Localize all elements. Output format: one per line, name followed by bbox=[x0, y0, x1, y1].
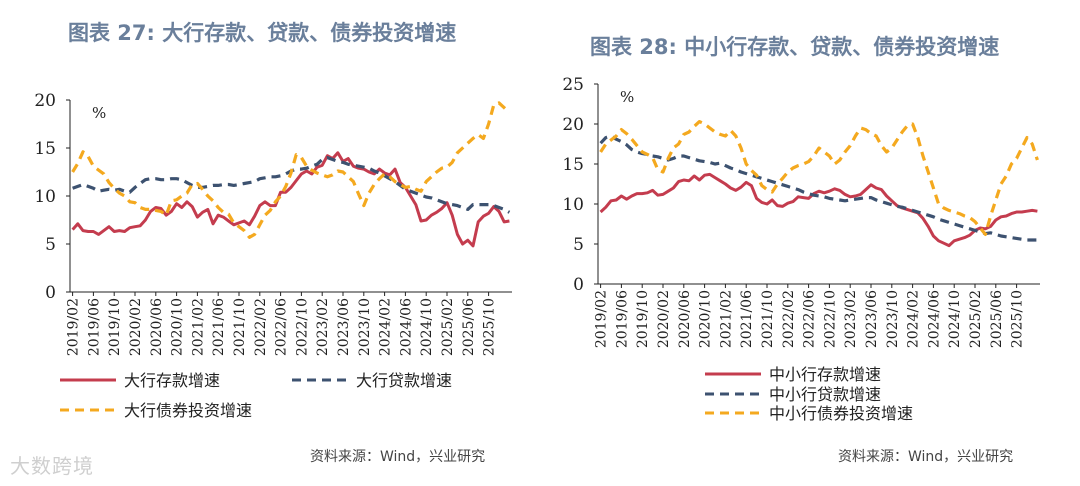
x-tick-label: 2021/02 bbox=[718, 290, 734, 348]
y-tick-label: 15 bbox=[34, 139, 56, 159]
x-tick-label: 2020/02 bbox=[128, 298, 144, 356]
x-tick-label: 2019/10 bbox=[107, 298, 123, 356]
x-tick-label: 2022/02 bbox=[781, 290, 797, 348]
x-tick-label: 2025/02 bbox=[440, 298, 456, 356]
chart-title: 图表 28: 中小行存款、贷款、债券投资增速 bbox=[590, 35, 1000, 59]
y-tick-label: 15 bbox=[562, 155, 584, 175]
x-tick-label: 2021/06 bbox=[211, 298, 227, 356]
x-tick-label: 2024/02 bbox=[906, 290, 922, 348]
x-tick-label: 2022/06 bbox=[802, 290, 818, 348]
y-tick-label: 10 bbox=[562, 195, 584, 215]
x-tick-label: 2019/06 bbox=[86, 298, 102, 356]
x-tick-label: 2025/06 bbox=[989, 290, 1005, 348]
x-tick-label: 2019/02 bbox=[66, 298, 82, 356]
chart-2: 0 5 10 15 20 25% 2019/02 2019/06 2019/10 2020/02 2… bbox=[562, 75, 1040, 423]
x-tick-label: 2023/10 bbox=[885, 290, 901, 348]
series-line bbox=[71, 101, 511, 239]
x-tick-label: 2024/10 bbox=[419, 298, 435, 356]
legend-label: 大行存款增速 bbox=[124, 371, 220, 390]
series-line bbox=[71, 151, 510, 248]
x-tick-label: 2022/06 bbox=[274, 298, 290, 356]
x-tick-label: 2021/06 bbox=[739, 290, 755, 348]
x-tick-label: 2023/10 bbox=[357, 298, 373, 356]
watermark-logo: 大数跨境 bbox=[10, 454, 94, 478]
legend-label: 大行债券投资增速 bbox=[124, 401, 252, 420]
x-tick-label: 2025/06 bbox=[461, 298, 477, 356]
chart-source: 资料来源：Wind，兴业研究 bbox=[310, 449, 486, 465]
x-tick-label: 2021/10 bbox=[232, 298, 248, 356]
x-tick-label: 2022/10 bbox=[822, 290, 838, 348]
x-tick-label: 2025/10 bbox=[482, 298, 498, 356]
x-tick-label: 2019/02 bbox=[594, 290, 610, 348]
chart-source: 资料来源：Wind，兴业研究 bbox=[838, 449, 1014, 465]
series-line bbox=[599, 172, 1038, 248]
legend-label: 中小行存款增速 bbox=[769, 365, 881, 384]
x-tick-label: 2024/06 bbox=[926, 290, 942, 348]
x-tick-label: 2019/06 bbox=[614, 290, 630, 348]
x-tick-label: 2020/06 bbox=[677, 290, 693, 348]
y-tick-label: 25 bbox=[562, 75, 584, 95]
x-tick-label: 2022/02 bbox=[253, 298, 269, 356]
x-tick-label: 2025/10 bbox=[1010, 290, 1026, 348]
x-tick-label: 2021/02 bbox=[190, 298, 206, 356]
legend-label: 中小行贷款增速 bbox=[769, 385, 881, 404]
x-tick-label: 2020/02 bbox=[656, 290, 672, 348]
legend-label: 中小行债券投资增速 bbox=[769, 404, 913, 423]
y-tick-label: 5 bbox=[45, 235, 56, 255]
chart-1: 0 5 10 15 20% 2019/02 2019/06 2019/10 2020/02 202… bbox=[34, 91, 512, 420]
series-line bbox=[599, 119, 1039, 236]
x-tick-label: 2024/06 bbox=[398, 298, 414, 356]
y-tick-label: 5 bbox=[573, 235, 584, 255]
y-tick-label: 0 bbox=[573, 275, 584, 295]
y-axis-unit: % bbox=[620, 88, 634, 106]
x-tick-label: 2023/06 bbox=[336, 298, 352, 356]
y-tick-label: 0 bbox=[45, 283, 56, 303]
x-tick-label: 2021/10 bbox=[760, 290, 776, 348]
y-tick-label: 20 bbox=[562, 115, 584, 135]
x-tick-label: 2024/10 bbox=[947, 290, 963, 348]
x-tick-label: 2024/02 bbox=[378, 298, 394, 356]
x-tick-label: 2023/02 bbox=[843, 290, 859, 348]
x-tick-label: 2022/10 bbox=[294, 298, 310, 356]
y-axis-unit: % bbox=[92, 104, 106, 122]
y-tick-label: 20 bbox=[34, 91, 56, 111]
series-line bbox=[599, 134, 1038, 242]
x-tick-label: 2023/02 bbox=[315, 298, 331, 356]
legend-label: 大行贷款增速 bbox=[356, 371, 452, 390]
x-tick-label: 2020/10 bbox=[698, 290, 714, 348]
x-tick-label: 2025/02 bbox=[968, 290, 984, 348]
x-tick-label: 2020/10 bbox=[170, 298, 186, 356]
x-tick-label: 2019/10 bbox=[635, 290, 651, 348]
y-tick-label: 10 bbox=[34, 187, 56, 207]
x-tick-label: 2020/06 bbox=[149, 298, 165, 356]
x-tick-label: 2023/06 bbox=[864, 290, 880, 348]
chart-title: 图表 27: 大行存款、贷款、债券投资增速 bbox=[68, 21, 457, 45]
